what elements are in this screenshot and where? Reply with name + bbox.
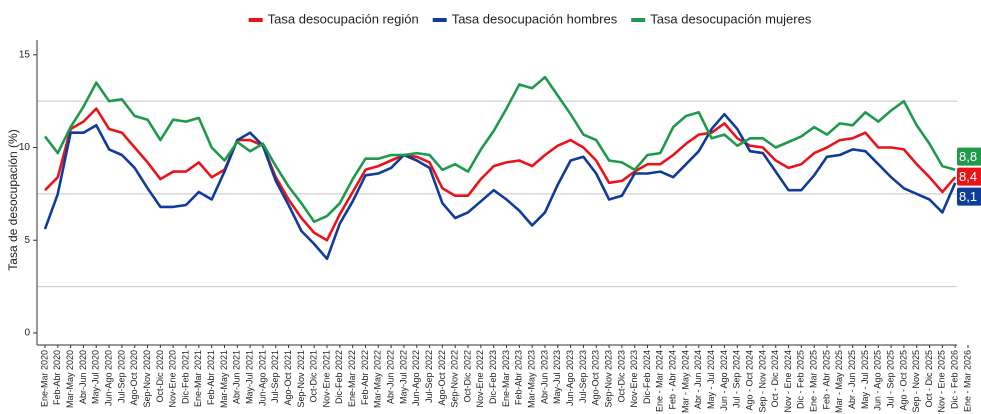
x-tick-label: Dic-Feb 2024 (642, 350, 652, 404)
series-line (43, 112, 957, 261)
x-tick-label: Jul-Sep 2022 (424, 350, 434, 403)
x-tick-label: Ago - Oct 2024 (744, 350, 754, 411)
legend-label: Tasa desocupación mujeres (650, 11, 812, 26)
x-tick-label: Dic - Feb 2025 (796, 350, 806, 409)
x-tick-label: Jul-Sep 2023 (578, 350, 588, 403)
x-tick-label: Sep-Nov 2020 (142, 350, 152, 408)
x-tick-label: Ene-Mar 2023 (501, 350, 511, 407)
x-tick-label: Dic-Feb 2022 (334, 350, 344, 404)
value-label-box (957, 187, 981, 206)
x-tick-label: Jul-Sep 2020 (116, 350, 126, 403)
x-tick-label: Ene - Mar 2024 (655, 350, 665, 412)
x-tick-label: May - Jul 2025 (860, 350, 870, 409)
x-tick-label: Ene-Mar 2022 (347, 350, 357, 407)
x-tick-label: May-Jul 2021 (244, 350, 254, 404)
x-tick-label: Feb-Abr 2022 (360, 350, 370, 405)
x-tick-label: Jun-Ago 2021 (257, 350, 267, 406)
x-tick-label: Ene - Mar 2025 (809, 350, 819, 412)
x-tick-label: Jul - Sep 2025 (885, 350, 895, 408)
x-tick-label: Feb-Abr 2023 (514, 350, 524, 405)
x-tick-label: Ago-Oct 2020 (129, 350, 139, 406)
x-tick-label: Oct-Dic 2021 (309, 350, 319, 403)
x-tick-label: Sep-Nov 2022 (450, 350, 460, 408)
legend-label: Tasa desocupación hombres (452, 11, 618, 26)
x-tick-label: Sep-Nov 2023 (603, 350, 613, 408)
x-tick-label: Jun-Ago 2023 (565, 350, 575, 406)
x-tick-label: Jul - Sep 2024 (732, 350, 742, 408)
series-line (44, 107, 957, 242)
y-tick-label: 15 (19, 49, 31, 60)
legend-label: Tasa desocupación región (268, 11, 419, 26)
x-tick-label: Mar-May 2022 (373, 350, 383, 408)
legend: Tasa desocupación región Tasa desocupació… (248, 11, 812, 26)
x-tick-label: Ago-Oct 2023 (591, 350, 601, 406)
x-tick-label: Sep-Nov 2021 (296, 350, 306, 408)
x-tick-label: May - Jul 2024 (706, 350, 716, 409)
value-label: 8,4 (959, 169, 977, 184)
y-tick-label: 10 (19, 142, 31, 153)
x-tick-label: Ago-Oct 2021 (283, 350, 293, 406)
x-tick-label: Jul-Sep 2021 (270, 350, 280, 403)
x-tick-label: Ago - Oct 2025 (898, 350, 908, 411)
x-tick-label: Dic-Feb 2023 (488, 350, 498, 404)
x-tick-label: Ago-Oct 2022 (437, 350, 447, 406)
y-tick-label: 0 (24, 328, 30, 339)
x-tick-label: Ene - Mar 2026 (962, 350, 972, 412)
x-tick-label: Mar-May 2023 (527, 350, 537, 408)
x-tick-label: Nov-Ene 2020 (168, 350, 178, 408)
value-label-box (957, 147, 981, 166)
x-tick-label: Abr-Jun 2021 (232, 350, 242, 404)
x-tick-label: Oct - Dic 2025 (924, 350, 934, 408)
x-tick-label: Mar-May 2020 (65, 350, 75, 408)
x-tick-label: Mar-May 2021 (219, 350, 229, 408)
x-tick-label: Abr-Jun 2022 (386, 350, 396, 404)
x-tick-label: Oct-Dic 2020 (155, 350, 165, 403)
value-label: 8,1 (959, 189, 977, 204)
x-tick-label: Dic-Feb 2021 (180, 350, 190, 404)
x-tick-label: Oct-Dic 2022 (462, 350, 472, 403)
x-tick-label: Sep - Nov 2025 (911, 350, 921, 413)
value-label: 8,8 (959, 149, 977, 164)
x-tick-label: Nov-Ene 2021 (321, 350, 331, 408)
x-tick-label: Jun-Ago 2022 (411, 350, 421, 406)
x-tick-label: Oct - Dic 2024 (770, 350, 780, 408)
x-tick-label: Feb-Abr 2020 (52, 350, 62, 405)
x-tick-label: Nov-Ene 2023 (629, 350, 639, 408)
y-tick-label: 5 (24, 235, 30, 246)
x-tick-label: May-Jul 2022 (398, 350, 408, 404)
x-tick-label: Jun - Ago 2024 (719, 350, 729, 411)
x-tick-label: Feb-Abr 2021 (206, 350, 216, 405)
y-axis-title: Tasa de desocupación (%) (6, 129, 20, 270)
x-tick-label: Ene-Mar 2021 (193, 350, 203, 407)
x-tick-label: Nov - Ene 2024 (783, 350, 793, 413)
x-tick-label: Abr-Jun 2023 (539, 350, 549, 404)
x-tick-label: Nov-Ene 2022 (475, 350, 485, 408)
x-tick-label: Mar - May 2024 (680, 350, 690, 413)
x-tick-label: Jun-Ago 2020 (103, 350, 113, 406)
x-tick-label: Jun - Ago 2025 (873, 350, 883, 411)
x-tick-label: Ene-Mar 2020 (39, 350, 49, 407)
x-tick-label: Mar - May 2025 (834, 350, 844, 413)
x-tick-label: Dic - Feb 2026 (950, 350, 960, 409)
x-tick-label: Feb - Abr 2024 (668, 350, 678, 410)
x-tick-label: Nov - Ene 2025 (937, 350, 947, 413)
x-tick-label: May-Jul 2023 (552, 350, 562, 404)
x-tick-label: Abr-Jun 2020 (78, 350, 88, 404)
x-tick-label: May-Jul 2020 (91, 350, 101, 404)
x-tick-label: Feb - Abr 2025 (821, 350, 831, 410)
x-tick-label: Oct-Dic 2023 (616, 350, 626, 403)
series-line (43, 75, 956, 223)
x-tick-label: Sep - Nov 2024 (757, 350, 767, 413)
value-label-box (957, 167, 981, 186)
x-tick-label: Abr - Jun 2025 (847, 350, 857, 409)
x-tick-label: Abr - Jun 2024 (693, 350, 703, 409)
